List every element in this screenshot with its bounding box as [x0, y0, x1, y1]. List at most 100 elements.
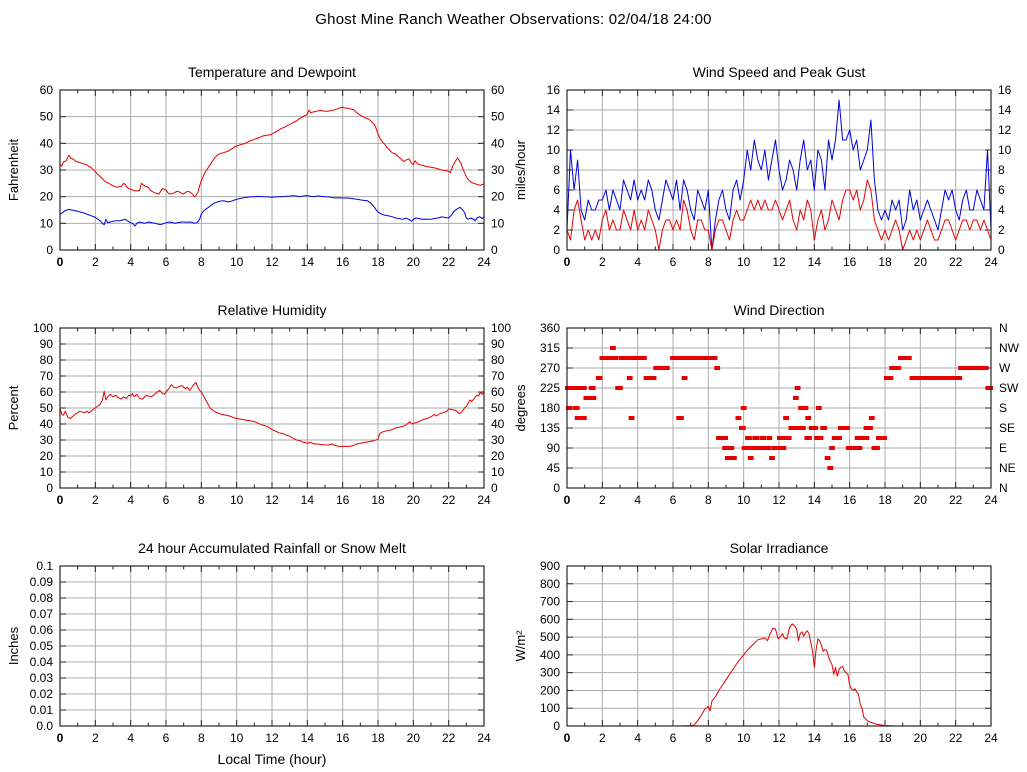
svg-text:16: 16 [547, 83, 561, 97]
svg-text:20: 20 [491, 190, 505, 204]
svg-text:miles/hour: miles/hour [513, 139, 528, 200]
wind-direction-points [565, 346, 993, 470]
chart-panel-solar-irradiance: 0 2 4 6 8 10 12 14 16 18 20 22 24 0 100 200 300 400 500 600… [513, 532, 1027, 770]
svg-text:NE: NE [999, 461, 1016, 475]
svg-text:0: 0 [57, 731, 64, 745]
svg-text:14: 14 [301, 731, 315, 745]
plot-frame [59, 327, 485, 489]
svg-text:18: 18 [878, 493, 892, 507]
svg-text:N: N [999, 321, 1008, 335]
svg-text:70: 70 [40, 369, 54, 383]
svg-text:20: 20 [407, 493, 421, 507]
svg-text:900: 900 [540, 559, 560, 573]
svg-text:40: 40 [40, 417, 54, 431]
svg-text:24: 24 [477, 255, 491, 269]
svg-text:14: 14 [998, 103, 1012, 117]
chart-title-wind-speed-gust: Wind Speed and Peak Gust [692, 64, 866, 80]
svg-text:0: 0 [491, 243, 498, 257]
svg-text:30: 30 [40, 433, 54, 447]
svg-text:2: 2 [553, 223, 560, 237]
svg-text:0: 0 [46, 243, 53, 257]
svg-text:8: 8 [198, 255, 205, 269]
svg-text:4: 4 [634, 731, 641, 745]
svg-text:0: 0 [564, 493, 571, 507]
svg-text:2: 2 [599, 493, 606, 507]
svg-text:225: 225 [540, 381, 560, 395]
svg-text:0.09: 0.09 [30, 575, 54, 589]
svg-text:20: 20 [40, 449, 54, 463]
svg-text:22: 22 [949, 731, 963, 745]
svg-text:40: 40 [491, 417, 505, 431]
solar-irradiance-chart: 0 2 4 6 8 10 12 14 16 18 20 22 240100200300400500600… [513, 559, 998, 745]
svg-text:40: 40 [491, 136, 505, 150]
svg-text:0: 0 [553, 481, 560, 495]
svg-text:0: 0 [46, 481, 53, 495]
svg-text:16: 16 [336, 731, 350, 745]
svg-text:10: 10 [737, 731, 751, 745]
svg-text:6: 6 [163, 493, 170, 507]
svg-text:0: 0 [564, 255, 571, 269]
axis-labels: 0 2 4 6 8 10 12 14 16 18 20 22 240100200300400500600… [513, 559, 998, 745]
series-dewpoint [59, 195, 485, 227]
svg-text:0: 0 [998, 243, 1005, 257]
svg-text:315: 315 [540, 341, 560, 355]
svg-text:14: 14 [301, 493, 315, 507]
rainfall-chart: 0 2 4 6 8 10 12 14 16 18 20 22 240.00.010.020.030.04… [6, 559, 491, 767]
svg-text:10: 10 [230, 255, 244, 269]
svg-text:2: 2 [92, 255, 99, 269]
svg-text:4: 4 [634, 255, 641, 269]
svg-text:10: 10 [998, 143, 1012, 157]
svg-text:N: N [999, 481, 1008, 495]
plot-frame [59, 565, 485, 727]
svg-text:10: 10 [40, 216, 54, 230]
svg-text:4: 4 [998, 203, 1005, 217]
svg-text:SW: SW [999, 381, 1019, 395]
svg-text:16: 16 [998, 83, 1012, 97]
series-temperature [59, 106, 485, 198]
svg-text:4: 4 [127, 493, 134, 507]
svg-text:90: 90 [40, 337, 54, 351]
svg-text:Fahrenheit: Fahrenheit [6, 139, 21, 202]
svg-text:24: 24 [984, 731, 998, 745]
svg-text:Inches: Inches [6, 626, 21, 665]
svg-text:0.08: 0.08 [30, 591, 54, 605]
svg-text:270: 270 [540, 361, 560, 375]
svg-text:20: 20 [914, 255, 928, 269]
svg-text:8: 8 [705, 731, 712, 745]
svg-text:Local Time (hour): Local Time (hour) [218, 751, 327, 767]
svg-text:8: 8 [705, 255, 712, 269]
svg-text:12: 12 [998, 123, 1012, 137]
svg-text:0.02: 0.02 [30, 687, 54, 701]
svg-text:0.06: 0.06 [30, 623, 54, 637]
svg-text:12: 12 [772, 255, 786, 269]
svg-text:6: 6 [163, 731, 170, 745]
series-wind-speed [566, 179, 992, 251]
svg-text:14: 14 [808, 731, 822, 745]
svg-text:0: 0 [553, 243, 560, 257]
svg-text:30: 30 [491, 433, 505, 447]
axis-labels: 0 2 4 6 8 10 12 14 16 18 20 22 240.00.010.020.030.04… [6, 559, 491, 767]
svg-text:0.1: 0.1 [36, 559, 53, 573]
svg-text:4: 4 [127, 255, 134, 269]
svg-text:80: 80 [491, 353, 505, 367]
svg-text:60: 60 [40, 385, 54, 399]
svg-text:4: 4 [634, 493, 641, 507]
svg-text:20: 20 [914, 731, 928, 745]
chart-title-solar-irradiance: Solar Irradiance [729, 540, 829, 556]
svg-text:2: 2 [599, 255, 606, 269]
svg-text:20: 20 [914, 493, 928, 507]
svg-text:14: 14 [547, 103, 561, 117]
svg-text:800: 800 [540, 577, 560, 591]
svg-text:10: 10 [737, 255, 751, 269]
gridlines [59, 327, 485, 489]
svg-text:400: 400 [540, 648, 560, 662]
svg-text:200: 200 [540, 683, 560, 697]
svg-text:100: 100 [491, 321, 511, 335]
chart-panel-rainfall: 0 2 4 6 8 10 12 14 16 18 20 22 24 0.0 0.01 0.02 0.03 0.04… [0, 532, 513, 770]
svg-text:6: 6 [670, 493, 677, 507]
gridlines [59, 89, 485, 251]
svg-text:18: 18 [371, 731, 385, 745]
svg-text:W/m²: W/m² [513, 630, 528, 662]
